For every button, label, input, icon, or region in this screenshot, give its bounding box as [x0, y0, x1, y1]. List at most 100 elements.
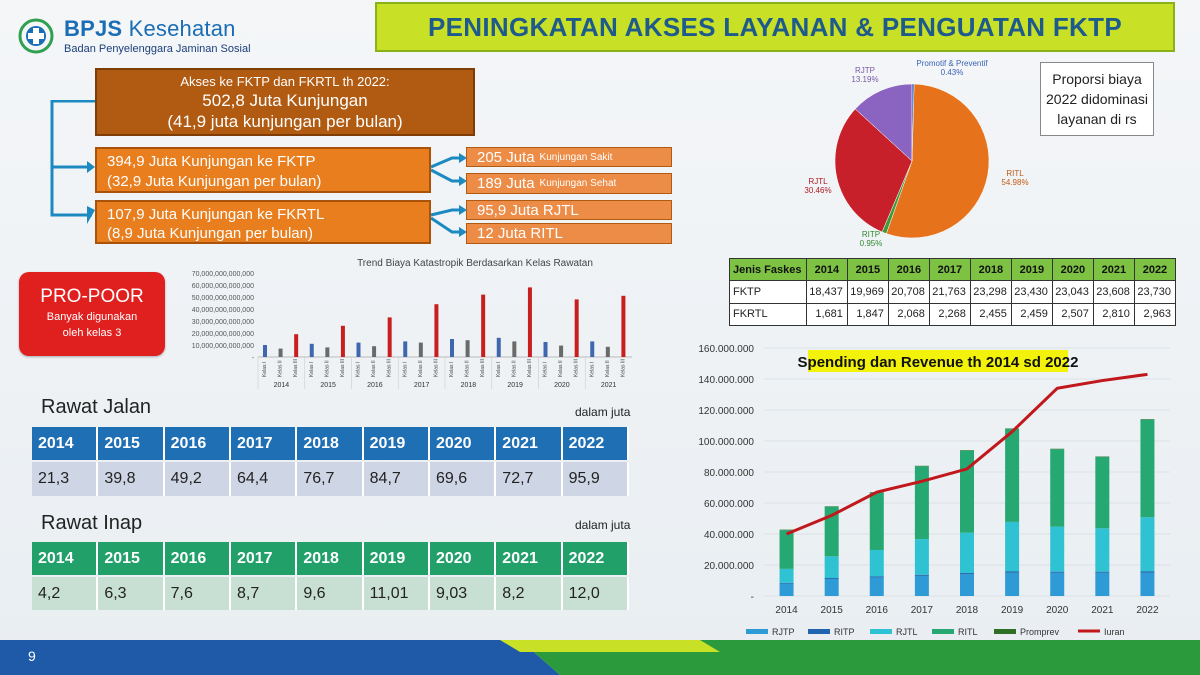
catastrophic-bar	[605, 346, 610, 357]
catastrophic-class-label: Kelas II	[465, 360, 471, 377]
pie-slice-label: RITL	[1006, 169, 1024, 178]
logo-subtitle: Badan Penyelenggara Jaminan Sosial	[64, 43, 251, 55]
faskes-row: FKTP 18,437 19,969 20,708 21,763 23,298 23,430…	[729, 280, 1177, 304]
spend-x-tick: 2017	[911, 605, 934, 616]
spend-bar-segment	[1005, 571, 1020, 573]
spend-x-tick: 2014	[775, 605, 798, 616]
total-access-value: 502,8 Juta Kunjungan	[202, 91, 368, 110]
outpatient-year-cell: 2021	[496, 427, 563, 460]
spend-y-tick: -	[751, 592, 754, 603]
inpatient-value-cell: 4,2	[32, 577, 99, 610]
spend-bar-segment	[869, 549, 884, 577]
catastrophic-bar	[465, 340, 470, 357]
catastrophic-class-label: Kelas III	[433, 359, 439, 377]
spend-bar-segment	[824, 578, 839, 579]
catastrophic-class-label: Kelas I	[543, 362, 549, 377]
outpatient-value-cell: 21,3	[32, 462, 99, 496]
fkrtl-visits-box: 107,9 Juta Kunjungan ke FKRTL (8,9 Juta …	[95, 200, 431, 244]
faskes-row-label: FKTP	[729, 280, 807, 304]
spend-x-tick: 2021	[1091, 605, 1114, 616]
catastrophic-class-label: Kelas III	[340, 359, 346, 377]
inpatient-value-cell: 6,3	[98, 577, 165, 610]
spend-bar-segment	[779, 583, 794, 596]
outpatient-value-cell: 72,7	[496, 462, 563, 496]
catastrophic-bar	[340, 325, 345, 357]
catastrophic-class-label: Kelas II	[605, 360, 611, 377]
pie-slice	[911, 83, 915, 162]
catastrophic-bar	[263, 345, 267, 357]
faskes-cell: 2,810	[1092, 302, 1135, 326]
pie-slice-value: 54.98%	[1001, 178, 1028, 187]
catastrophic-class-label: Kelas II	[371, 360, 377, 377]
outpatient-year-row: 2014 2015 2016 2017 2018 2019 2020 2021 2022	[32, 427, 629, 460]
spend-legend-swatch	[870, 629, 892, 634]
inpatient-value-cell: 7,6	[165, 577, 231, 610]
spend-legend-swatch	[932, 629, 954, 634]
fkrtl-visits-monthly: (8,9 Juta Kunjungan per bulan)	[107, 225, 313, 242]
pie-slice	[834, 108, 913, 233]
arrow-head	[87, 161, 95, 173]
fkrtl-visits-total: 107,9 Juta Kunjungan ke FKRTL	[107, 206, 325, 223]
fktp-visits-monthly: (32,9 Juta Kunjungan per bulan)	[107, 173, 322, 190]
inpatient-unit-note: dalam juta	[575, 518, 631, 532]
inpatient-year-cell: 2019	[364, 542, 430, 575]
outpatient-value-cell: 69,6	[430, 462, 497, 496]
spend-bar-segment	[1005, 428, 1020, 522]
spend-bar-segment	[960, 574, 974, 596]
spend-legend-label: RJTL	[896, 627, 918, 637]
spend-x-tick: 2018	[956, 605, 979, 616]
catastrophic-year-label: 2015	[320, 382, 336, 389]
inpatient-value-cell: 9,03	[430, 577, 497, 610]
catastrophic-year-label: 2021	[601, 382, 617, 389]
spend-bar-segment	[1140, 572, 1155, 596]
spend-legend-label: Promprev	[1020, 627, 1060, 637]
catastrophic-class-label: Kelas III	[527, 359, 533, 377]
faskes-row-label: FKRTL	[729, 302, 807, 326]
catastrophic-y-tick: 10,000,000,000,000	[192, 343, 254, 350]
pie-slice	[886, 83, 990, 239]
inpatient-year-row: 2014 2015 2016 2017 2018 2019 2020 2021 2022	[32, 542, 629, 575]
spending-revenue-chart: - 20.000.000 40.000.000 60.000.000 80.000.00…	[698, 344, 1170, 637]
faskes-cell: 23,430	[1010, 280, 1053, 304]
spend-bar-segment	[1095, 456, 1110, 529]
inpatient-year-cell: 2015	[98, 542, 165, 575]
spend-bar-segment	[1140, 419, 1155, 518]
catastrophic-year-label: 2019	[507, 382, 523, 389]
pie-slice	[854, 83, 913, 162]
outpatient-year-cell: 2015	[98, 427, 165, 460]
arrow-head	[459, 153, 467, 163]
spend-x-tick: 2019	[1001, 605, 1024, 616]
catastrophic-class-label: Kelas I	[589, 362, 595, 377]
catastrophic-year-label: 2020	[554, 382, 570, 389]
catastrophic-y-tick: 60,000,000,000,000	[192, 283, 254, 290]
catastrophic-y-tick: 20,000,000,000,000	[192, 331, 254, 338]
outpatient-year-cell: 2018	[297, 427, 364, 460]
spend-legend-label: RJTP	[772, 627, 795, 637]
spend-bar-segment	[869, 576, 884, 578]
catastrophic-year-label: 2017	[414, 382, 430, 389]
catastrophic-y-tick: -	[252, 355, 255, 362]
arrow-head	[459, 176, 467, 186]
inpatient-year-cell: 2017	[231, 542, 298, 575]
catastrophic-bar	[434, 304, 439, 357]
outpatient-value-cell: 95,9	[563, 462, 629, 496]
outpatient-value-row: 21,3 39,8 49,2 64,4 76,7 84,7 69,6 72,7 95,9	[32, 462, 629, 496]
arrow-head	[459, 205, 467, 215]
catastrophic-bar	[450, 339, 454, 357]
faskes-year-header: 2019	[1010, 258, 1053, 281]
faskes-year-header: 2021	[1092, 258, 1135, 281]
inpatient-year-cell: 2014	[32, 542, 99, 575]
catastrophic-bar	[559, 345, 564, 357]
spend-y-tick: 20.000.000	[704, 561, 754, 572]
proportion-note-text: Proporsi biaya	[1052, 71, 1142, 87]
inpatient-title: Rawat Inap	[41, 512, 143, 534]
spend-y-tick: 40.000.000	[704, 530, 754, 541]
outpatient-year-cell: 2020	[430, 427, 497, 460]
proportion-note-text: 2022 didominasi	[1046, 91, 1148, 107]
inpatient-year-cell: 2022	[563, 542, 629, 575]
catastrophic-class-label: Kelas I	[262, 362, 268, 377]
total-access-monthly: (41,9 juta kunjungan per bulan)	[167, 112, 403, 131]
page-number: 9	[28, 648, 36, 664]
outpatient-value-cell: 64,4	[231, 462, 298, 496]
